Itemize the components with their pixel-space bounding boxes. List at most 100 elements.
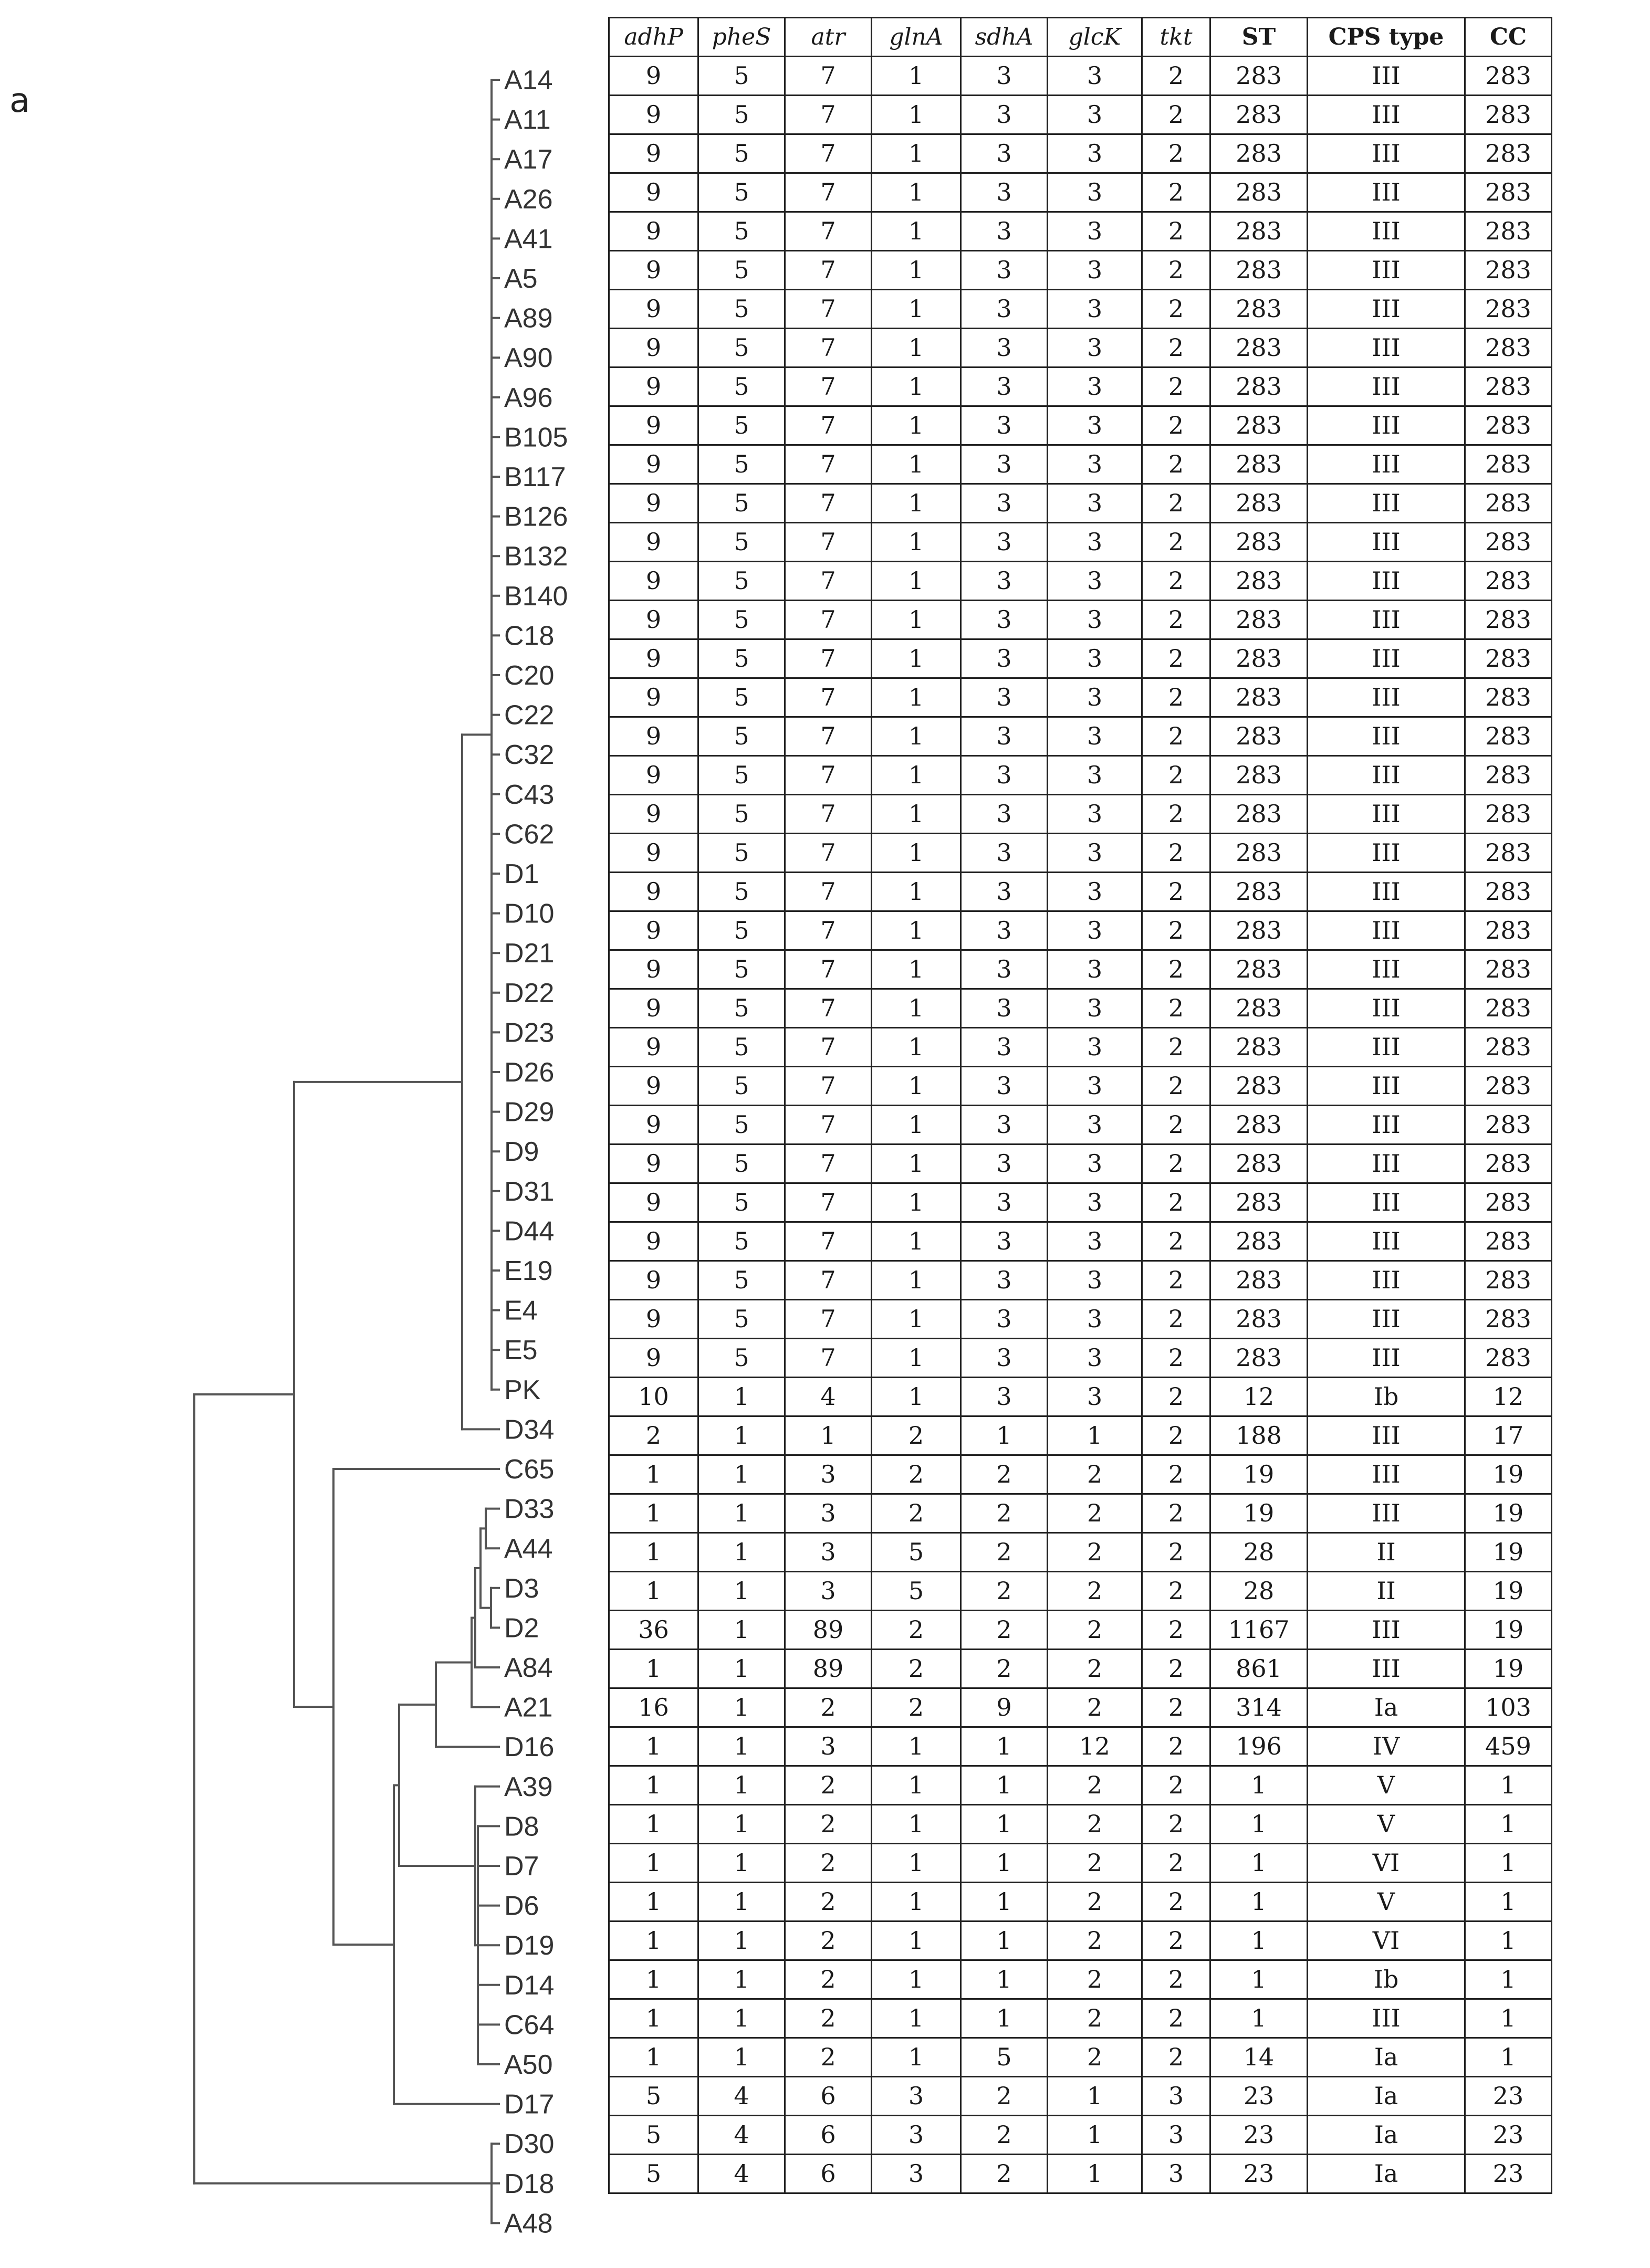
table-cell: 1 [871, 2037, 962, 2077]
table-cell: III [1307, 211, 1466, 251]
table-cell: 2 [960, 1454, 1048, 1495]
table-header-row: adhP pheS atr glnA sdhA glcK tkt ST CPS type CC [608, 17, 1552, 57]
dendrogram: A14 A11 A17 A26 A41 A5 A89 A90 A96 B105 B117 B126 B1… [193, 65, 568, 2239]
table-row: 1 1 2 1 1 2 2 1 VI 1 [608, 1843, 1552, 1883]
leaf-label: D1 [504, 859, 539, 889]
table-cell: 283 [1209, 1260, 1308, 1300]
table-cell: III [1307, 677, 1466, 718]
table-cell: 16 [608, 1687, 699, 1728]
table-cell: 1 [697, 1610, 786, 1650]
table-cell: 3 [960, 755, 1048, 795]
table-cell: 2 [1141, 949, 1211, 990]
table-cell: 2 [1047, 1454, 1143, 1495]
leaf-label: B105 [504, 422, 568, 453]
leaf-label: A89 [504, 303, 553, 334]
leaf-label: D7 [504, 1851, 539, 1882]
table-row: 9 5 7 1 3 3 2 283 III 283 [608, 172, 1552, 213]
table-cell: 3 [960, 1182, 1048, 1223]
table-cell: 2 [1141, 444, 1211, 485]
table-cell: 283 [1464, 444, 1552, 485]
table-cell: 2 [1141, 366, 1211, 407]
table-cell: III [1307, 444, 1466, 485]
table-cell: 7 [784, 522, 872, 562]
table-cell: 7 [784, 56, 872, 96]
table-cell: 1 [608, 1998, 699, 2039]
table-cell: 9 [960, 1687, 1048, 1728]
table-cell: 2 [871, 1454, 962, 1495]
table-row: 9 5 7 1 3 3 2 283 III 283 [608, 1143, 1552, 1184]
table-cell: 2 [1141, 1687, 1211, 1728]
leaf-label: A11 [504, 105, 551, 135]
table-cell: 7 [784, 250, 872, 290]
column-header: glnA [871, 17, 962, 57]
table-cell: 7 [784, 94, 872, 135]
table-row: 9 5 7 1 3 3 2 283 III 283 [608, 1027, 1552, 1067]
table-cell: 9 [608, 872, 699, 912]
table-cell: III [1307, 1415, 1466, 1456]
table-cell: 3 [871, 2076, 962, 2116]
table-cell: 3 [1047, 133, 1143, 174]
table-cell: 5 [697, 794, 786, 834]
table-cell: 1 [1464, 1920, 1552, 1961]
table-cell: 188 [1209, 1415, 1308, 1456]
table-cell: III [1307, 56, 1466, 96]
table-cell: 1 [871, 328, 962, 368]
table-cell: 196 [1209, 1726, 1308, 1767]
table-cell: 5 [608, 2154, 699, 2194]
leaf-label: D30 [504, 2129, 554, 2159]
table-cell: III [1307, 250, 1466, 290]
table-cell: 2 [1141, 1920, 1211, 1961]
table-cell: 2 [1047, 1959, 1143, 2000]
table-cell: 3 [960, 328, 1048, 368]
table-row: 5 4 6 3 2 1 3 23 Ia 23 [608, 2154, 1552, 2194]
table-cell: 3 [871, 2154, 962, 2194]
table-cell: 283 [1464, 250, 1552, 290]
table-cell: 1 [960, 1765, 1048, 1805]
table-cell: 5 [697, 405, 786, 446]
mlst-table: adhP pheS atr glnA sdhA glcK tkt ST CPS type CC 9… [608, 17, 1552, 2194]
table-cell: 5 [697, 677, 786, 718]
leaf-label: C20 [504, 660, 554, 691]
table-cell: 1 [1464, 2037, 1552, 2077]
table-cell: 17 [1464, 1415, 1552, 1456]
table-cell: 283 [1464, 289, 1552, 329]
table-row: 9 5 7 1 3 3 2 283 III 283 [608, 366, 1552, 407]
leaf-label: D21 [504, 938, 554, 969]
table-cell: 1 [1047, 2076, 1143, 2116]
table-cell: 1 [697, 1726, 786, 1767]
table-cell: III [1307, 328, 1466, 368]
table-cell: 2 [784, 1687, 872, 1728]
table-cell: 2 [784, 1882, 872, 1922]
leaf-label: A90 [504, 343, 553, 373]
table-row: 9 5 7 1 3 3 2 283 III 283 [608, 638, 1552, 679]
table-cell: 3 [960, 1377, 1048, 1417]
table-cell: V [1307, 1882, 1466, 1922]
table-cell: 2 [784, 2037, 872, 2077]
table-cell: 5 [960, 2037, 1048, 2077]
leaf-label: D34 [504, 1414, 554, 1445]
leaf-label: A44 [504, 1534, 553, 1564]
table-cell: 2 [1141, 794, 1211, 834]
table-cell: 283 [1209, 872, 1308, 912]
table-cell: 3 [1047, 1143, 1143, 1184]
table-cell: III [1307, 133, 1466, 174]
table-cell: 1 [608, 1532, 699, 1572]
table-cell: 7 [784, 638, 872, 679]
table-cell: 3 [960, 638, 1048, 679]
table-cell: III [1307, 716, 1466, 757]
table-cell: 6 [784, 2076, 872, 2116]
table-cell: 1 [871, 1066, 962, 1106]
table-cell: 7 [784, 483, 872, 523]
table-cell: 9 [608, 794, 699, 834]
table-cell: 1 [871, 483, 962, 523]
table-cell: 1 [697, 2037, 786, 2077]
table-cell: 3 [960, 211, 1048, 251]
table-cell: 2 [1047, 1882, 1143, 1922]
leaf-label: C32 [504, 740, 554, 770]
table-cell: 5 [697, 444, 786, 485]
leaf-label: A21 [504, 1693, 553, 1723]
table-cell: 283 [1209, 988, 1308, 1028]
table-cell: 1 [871, 1338, 962, 1378]
table-cell: 9 [608, 910, 699, 951]
table-cell: 36 [608, 1610, 699, 1650]
